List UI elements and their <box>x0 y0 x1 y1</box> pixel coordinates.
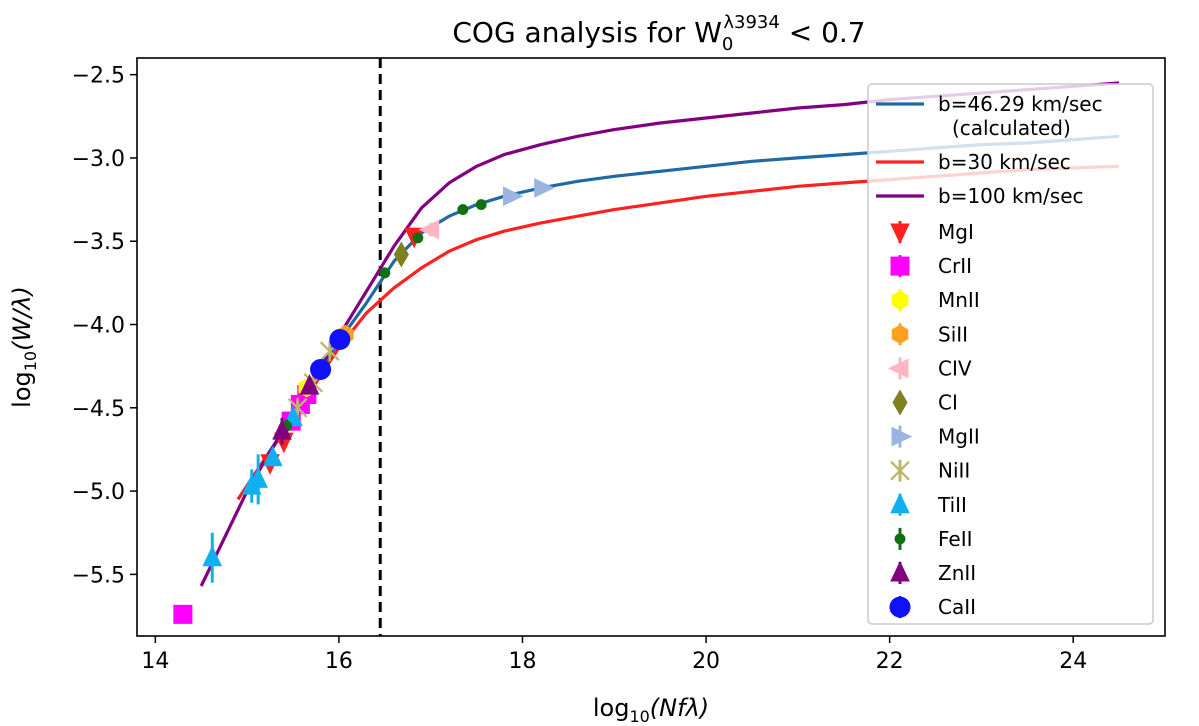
x-axis-label-prefix: log <box>593 694 630 722</box>
chart-title-prefix: COG analysis for W <box>452 16 722 49</box>
legend-label: MgI <box>938 220 974 244</box>
series-CIV <box>418 219 440 240</box>
legend-label: b=46.29 km/sec <box>938 92 1103 116</box>
x-tick-label: 16 <box>325 649 353 674</box>
legend-marker <box>887 358 909 379</box>
y-tick-label: −4.0 <box>72 314 125 339</box>
legend-entry-FeII: FeII <box>894 527 973 551</box>
plot-frame <box>136 57 1166 637</box>
data-point <box>263 445 283 467</box>
legend-entry-curve-2: b=100 km/sec <box>876 184 1084 208</box>
legend-label: CI <box>938 391 958 415</box>
legend-box <box>867 83 1154 625</box>
legend-entry-MgI: MgI <box>890 220 974 245</box>
data-point <box>393 241 409 268</box>
x-tick-label: 24 <box>1059 649 1087 674</box>
y-tick-label: −5.5 <box>72 563 125 588</box>
legend-entry-NiII: NiII <box>890 459 970 483</box>
x-tick-label: 20 <box>692 649 720 674</box>
legend-label: SiII <box>938 322 968 346</box>
legend-entry-TiII: TiII <box>890 492 967 517</box>
chart-title-subscript: 0 <box>722 34 733 55</box>
y-tick-label: −5.0 <box>72 480 125 505</box>
legend-label: FeII <box>938 527 973 551</box>
legend-label: b=100 km/sec <box>938 184 1084 208</box>
legend-entry-MnII: MnII <box>891 288 980 312</box>
series-CaII <box>310 329 351 380</box>
axis-ticks: 14 16 18 20 22 24 −2.5 −3.0 −3.5 −4.0 −4.5 −5.0 −5.5 <box>72 64 1088 674</box>
data-point <box>299 373 320 395</box>
legend-label: CaII <box>938 595 976 619</box>
legend-marker <box>891 324 909 344</box>
data-point <box>248 467 268 488</box>
data-point <box>329 329 351 351</box>
legend-entry-CaII: CaII <box>889 595 976 619</box>
legend: b=46.29 km/sec(calculated) b=30 km/sec b=1… <box>867 83 1154 625</box>
chart-title-suffix: < 0.7 <box>780 16 866 49</box>
legend-entry-MgII: MgII <box>891 425 980 449</box>
legend-label: ZnII <box>938 561 976 585</box>
x-axis-label: log10(Nfλ) <box>593 694 709 726</box>
x-tick-label: 18 <box>509 649 537 674</box>
legend-label: MnII <box>938 288 980 312</box>
x-axis-label-sub: 10 <box>629 707 649 726</box>
x-axis-label-suffix: (Nfλ) <box>650 694 709 722</box>
legend-marker <box>890 460 910 481</box>
legend-label: CIV <box>938 356 972 380</box>
data-point <box>173 604 193 624</box>
legend-label: NiII <box>938 459 970 483</box>
legend-entry-curve-1: b=30 km/sec <box>876 150 1071 174</box>
y-tick-label: −3.5 <box>72 230 125 255</box>
legend-marker <box>890 256 910 276</box>
y-axis-label: log10(W/λ) <box>8 286 40 408</box>
legend-entry-CrII: CrII <box>890 254 972 278</box>
data-point <box>418 219 440 240</box>
legend-marker <box>891 290 909 310</box>
y-tick-label: −3.0 <box>72 147 125 172</box>
legend-entry-curve-0: b=46.29 km/sec(calculated) <box>876 92 1103 140</box>
plot-area <box>173 58 1120 636</box>
data-point <box>534 178 555 198</box>
legend-label: CrII <box>938 254 972 278</box>
legend-entry-CIV: CIV <box>887 356 972 380</box>
data-point <box>202 545 223 567</box>
chart-title: COG analysis for W0λ3934 < 0.7 <box>452 12 865 55</box>
legend-marker <box>891 426 913 447</box>
legend-label: MgII <box>938 425 980 449</box>
legend-label: b=30 km/sec <box>938 150 1071 174</box>
y-axis-label-prefix: log <box>8 371 36 408</box>
y-tick-label: −2.5 <box>72 64 125 89</box>
series-FeII <box>281 199 487 433</box>
series-MgII <box>502 178 555 207</box>
data-point <box>475 199 487 211</box>
data-point <box>502 186 524 207</box>
legend-marker <box>889 596 911 618</box>
series-CI <box>393 241 409 268</box>
data-point <box>272 418 292 440</box>
data-point <box>379 267 391 279</box>
legend-marker <box>894 533 906 545</box>
data-point <box>457 204 469 216</box>
y-axis-label-sub: 10 <box>21 351 40 371</box>
legend-entry-SiII: SiII <box>891 322 968 346</box>
legend-label: (calculated) <box>952 116 1071 140</box>
legend-marker <box>890 223 910 245</box>
legend-marker <box>892 389 908 416</box>
legend-entry-ZnII: ZnII <box>890 560 976 585</box>
series-ZnII <box>272 373 320 445</box>
points-layer <box>173 178 555 624</box>
chart-title-superscript: λ3934 <box>723 12 779 33</box>
x-tick-label: 14 <box>141 649 169 674</box>
y-axis-label-suffix: (W/λ) <box>8 286 36 351</box>
y-tick-label: −4.5 <box>72 397 125 422</box>
data-point <box>310 358 332 380</box>
legend-marker <box>890 492 910 514</box>
legend-label: TiII <box>937 493 967 517</box>
data-point <box>412 232 424 244</box>
x-tick-label: 22 <box>876 649 904 674</box>
legend-marker <box>890 560 910 582</box>
legend-entry-CI: CI <box>892 389 958 416</box>
